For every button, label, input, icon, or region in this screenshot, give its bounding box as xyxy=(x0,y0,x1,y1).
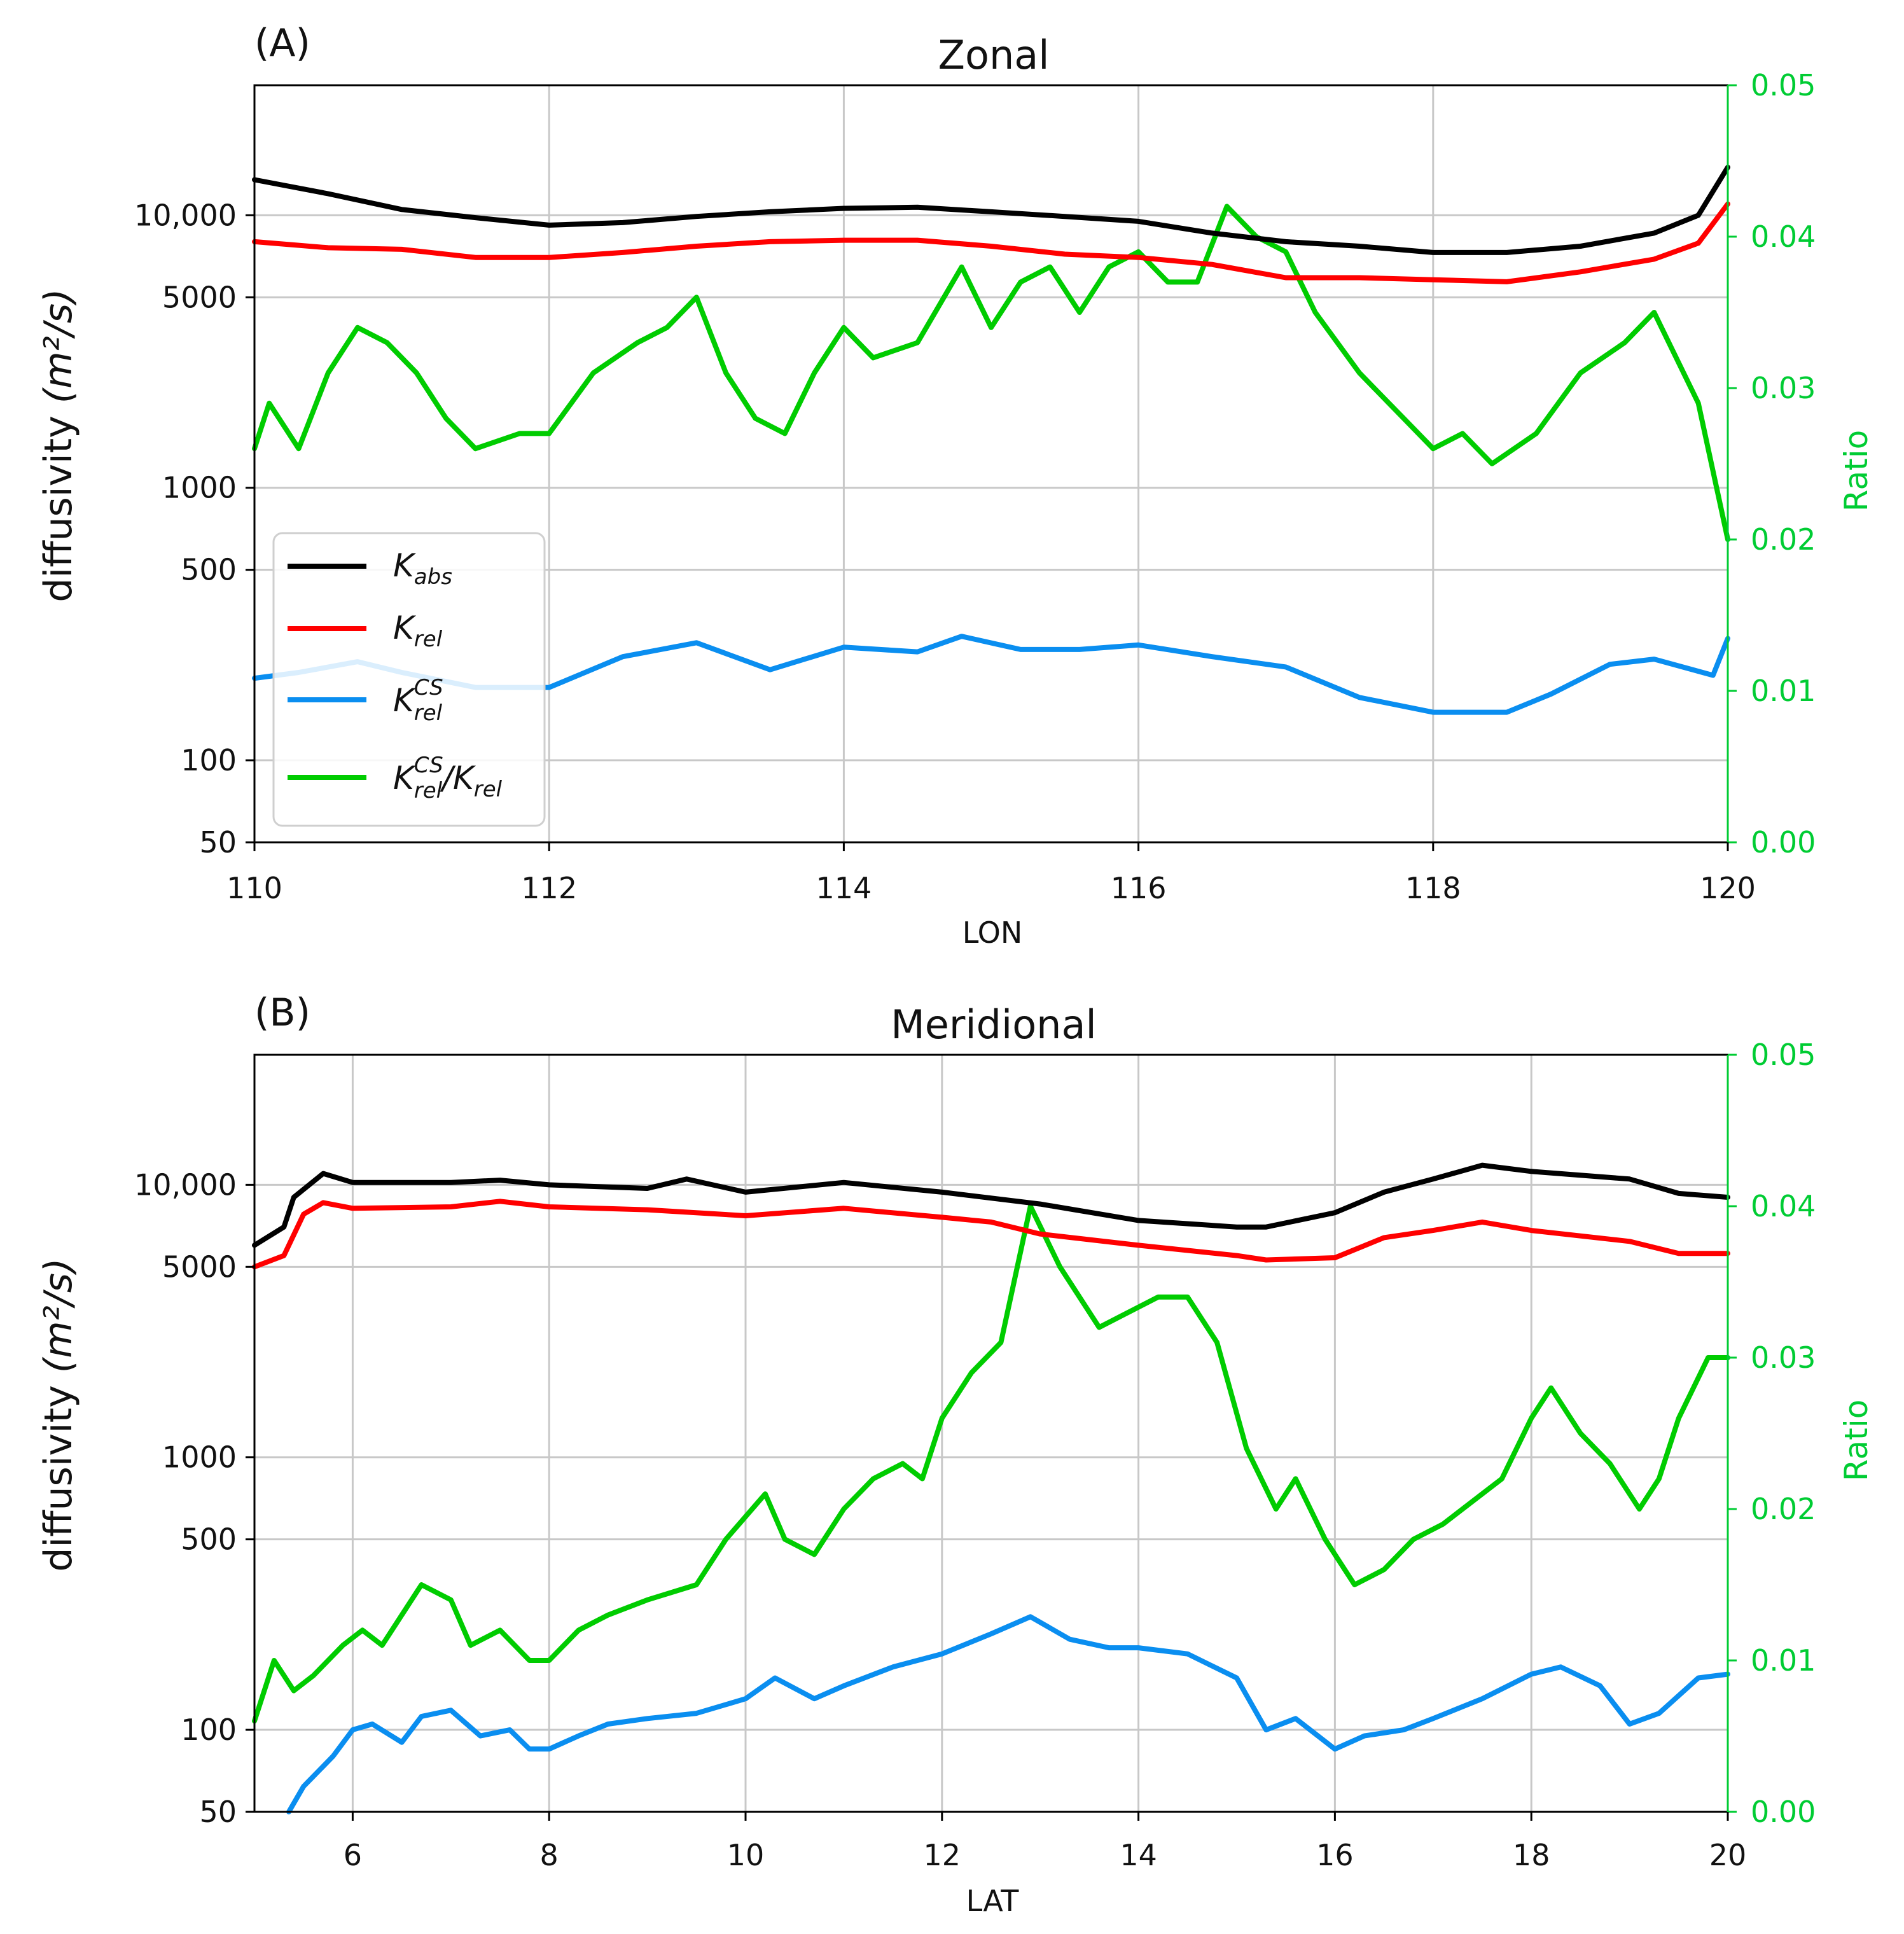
panel-zonal: (A) Zonal 10,000 5000 1000 500 100 50 0.… xyxy=(36,21,1875,950)
series-line-k-rel-cs xyxy=(286,1614,1730,1814)
x-tick-label: 12 xyxy=(924,1838,961,1872)
x-tick-label: 120 xyxy=(1700,871,1756,905)
x-tick-label: 112 xyxy=(521,871,577,905)
series-line-ratio xyxy=(252,204,1730,542)
y-tick-label: 50 xyxy=(199,1795,237,1829)
x-tick-label: 18 xyxy=(1513,1838,1550,1872)
y2-tick-label: 0.01 xyxy=(1751,1643,1816,1678)
chart-title: Zonal xyxy=(938,32,1050,78)
y-tick-label: 10,000 xyxy=(134,1167,237,1202)
legend: Kabs Krel KCS rel KCS rel/Krel xyxy=(272,532,546,827)
tick-marks xyxy=(246,1054,1737,1821)
panel-meridional: (B) Meridional 10,000 5000 1000 500 100 … xyxy=(36,991,1875,1918)
y-tick-label: 1000 xyxy=(162,471,237,505)
y2-tick-label: 0.04 xyxy=(1751,1189,1816,1223)
y2-axis-label: Ratio xyxy=(1838,430,1875,511)
y-tick-label: 1000 xyxy=(162,1440,237,1475)
legend-box xyxy=(272,532,546,827)
y-tick-label: 500 xyxy=(181,553,237,587)
tick-marks xyxy=(246,84,1737,851)
x-tick-label: 10 xyxy=(727,1838,765,1872)
series-line-k-rel xyxy=(252,201,1730,284)
series-line-k-abs xyxy=(252,164,1730,255)
y-tick-label: 100 xyxy=(181,1713,237,1747)
x-axis-label: LAT xyxy=(966,1884,1020,1918)
x-tick-label: 116 xyxy=(1111,871,1167,905)
y-axis-label: diffusivity (m²/s) xyxy=(36,1258,81,1571)
x-tick-label: 16 xyxy=(1316,1838,1354,1872)
series-lines xyxy=(252,1162,1730,1814)
y2-tick-label: 0.02 xyxy=(1751,522,1816,557)
x-tick-label: 118 xyxy=(1405,871,1461,905)
grid-lines xyxy=(254,85,1728,842)
y2-tick-label: 0.00 xyxy=(1751,825,1816,859)
y2-tick-label: 0.03 xyxy=(1751,1340,1816,1375)
y-tick-label: 500 xyxy=(181,1522,237,1557)
y-axis-label: diffusivity (m²/s) xyxy=(36,288,81,602)
panel-label: (B) xyxy=(254,991,310,1035)
y2-axis-label: Ratio xyxy=(1838,1400,1875,1481)
series-line-k-abs xyxy=(252,1162,1730,1248)
x-tick-label: 114 xyxy=(816,871,872,905)
x-tick-label: 8 xyxy=(540,1838,559,1872)
grid-lines xyxy=(254,1055,1728,1812)
y2-tick-label: 0.05 xyxy=(1751,1038,1816,1072)
y2-tick-label: 0.00 xyxy=(1751,1795,1816,1829)
y-tick-label: 5000 xyxy=(162,1249,237,1284)
x-tick-label: 6 xyxy=(344,1838,362,1872)
x-tick-label: 14 xyxy=(1120,1838,1157,1872)
y2-tick-label: 0.01 xyxy=(1751,674,1816,708)
y2-tick-label: 0.03 xyxy=(1751,371,1816,405)
x-tick-label: 20 xyxy=(1709,1838,1747,1872)
x-axis-label: LON xyxy=(962,915,1023,950)
series-line-ratio xyxy=(252,1204,1730,1724)
y2-tick-label: 0.04 xyxy=(1751,219,1816,254)
chart-title: Meridional xyxy=(891,1001,1096,1048)
y2-tick-label: 0.02 xyxy=(1751,1492,1816,1526)
series-line-k-rel xyxy=(252,1199,1730,1270)
panel-label: (A) xyxy=(254,21,310,66)
y-tick-label: 5000 xyxy=(162,280,237,314)
legend-label-k-rel-cs: KCS rel xyxy=(393,675,443,726)
y2-tick-label: 0.05 xyxy=(1751,68,1816,102)
y-tick-label: 50 xyxy=(199,825,237,859)
y-tick-label: 100 xyxy=(181,743,237,777)
x-tick-label: 110 xyxy=(226,871,282,905)
y-tick-label: 10,000 xyxy=(134,198,237,232)
